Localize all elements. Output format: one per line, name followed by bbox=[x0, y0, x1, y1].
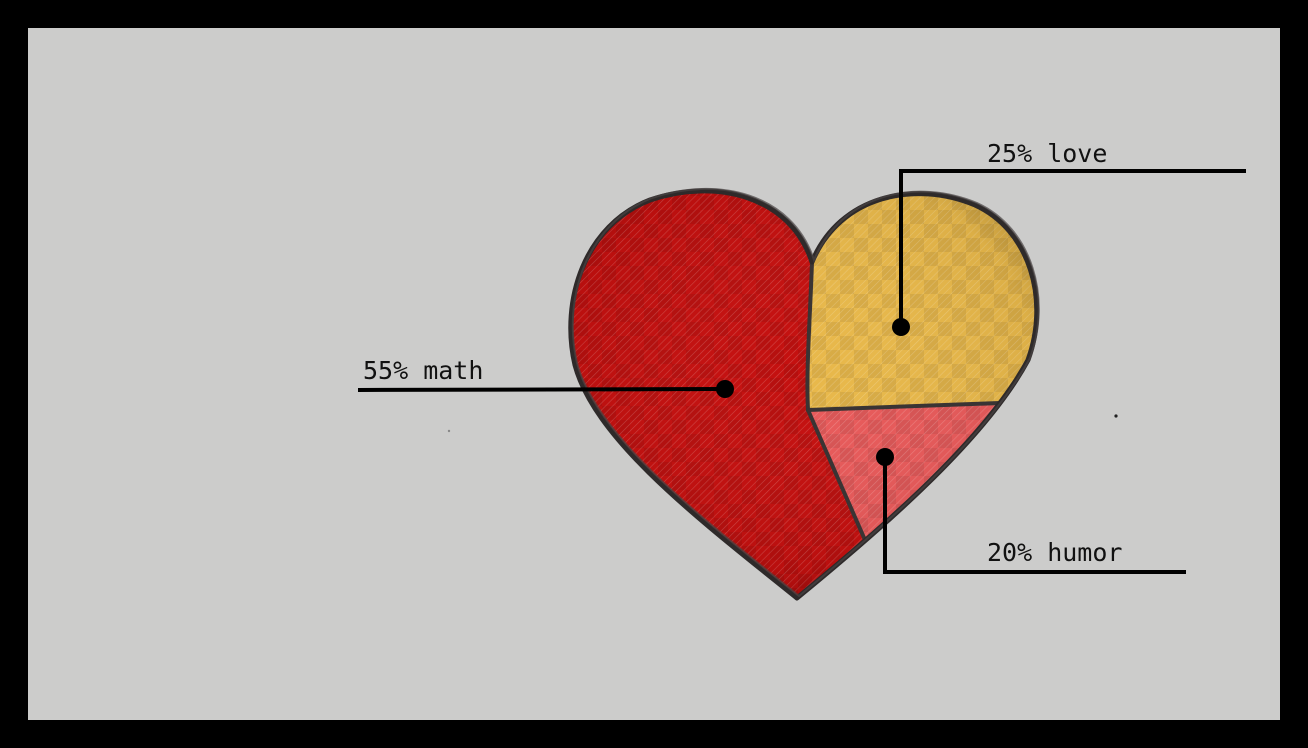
slice-divider-love-humor bbox=[806, 401, 1002, 412]
heart-outline-sketch bbox=[571, 187, 1040, 598]
dot-marker-love bbox=[892, 318, 910, 336]
chart-canvas: 55% math 25% love 20% humor bbox=[28, 28, 1280, 720]
data-label-math: 55% math bbox=[363, 356, 483, 385]
leader-line-math bbox=[357, 387, 726, 392]
data-label-love: 25% love bbox=[987, 139, 1107, 168]
dot-marker-humor bbox=[876, 448, 894, 466]
dot-marker-math bbox=[716, 380, 734, 398]
speck bbox=[1114, 414, 1118, 418]
heart-outline bbox=[568, 188, 1040, 601]
slice-divider-math-humor bbox=[806, 408, 867, 542]
data-label-humor: 20% humor bbox=[987, 538, 1122, 567]
leader-line-love bbox=[899, 169, 1246, 327]
slice-divider-math-love bbox=[805, 260, 814, 412]
heart-pie-chart: 55% math 25% love 20% humor bbox=[357, 139, 1246, 601]
leader-line-humor bbox=[883, 457, 1186, 574]
speck bbox=[447, 429, 451, 433]
